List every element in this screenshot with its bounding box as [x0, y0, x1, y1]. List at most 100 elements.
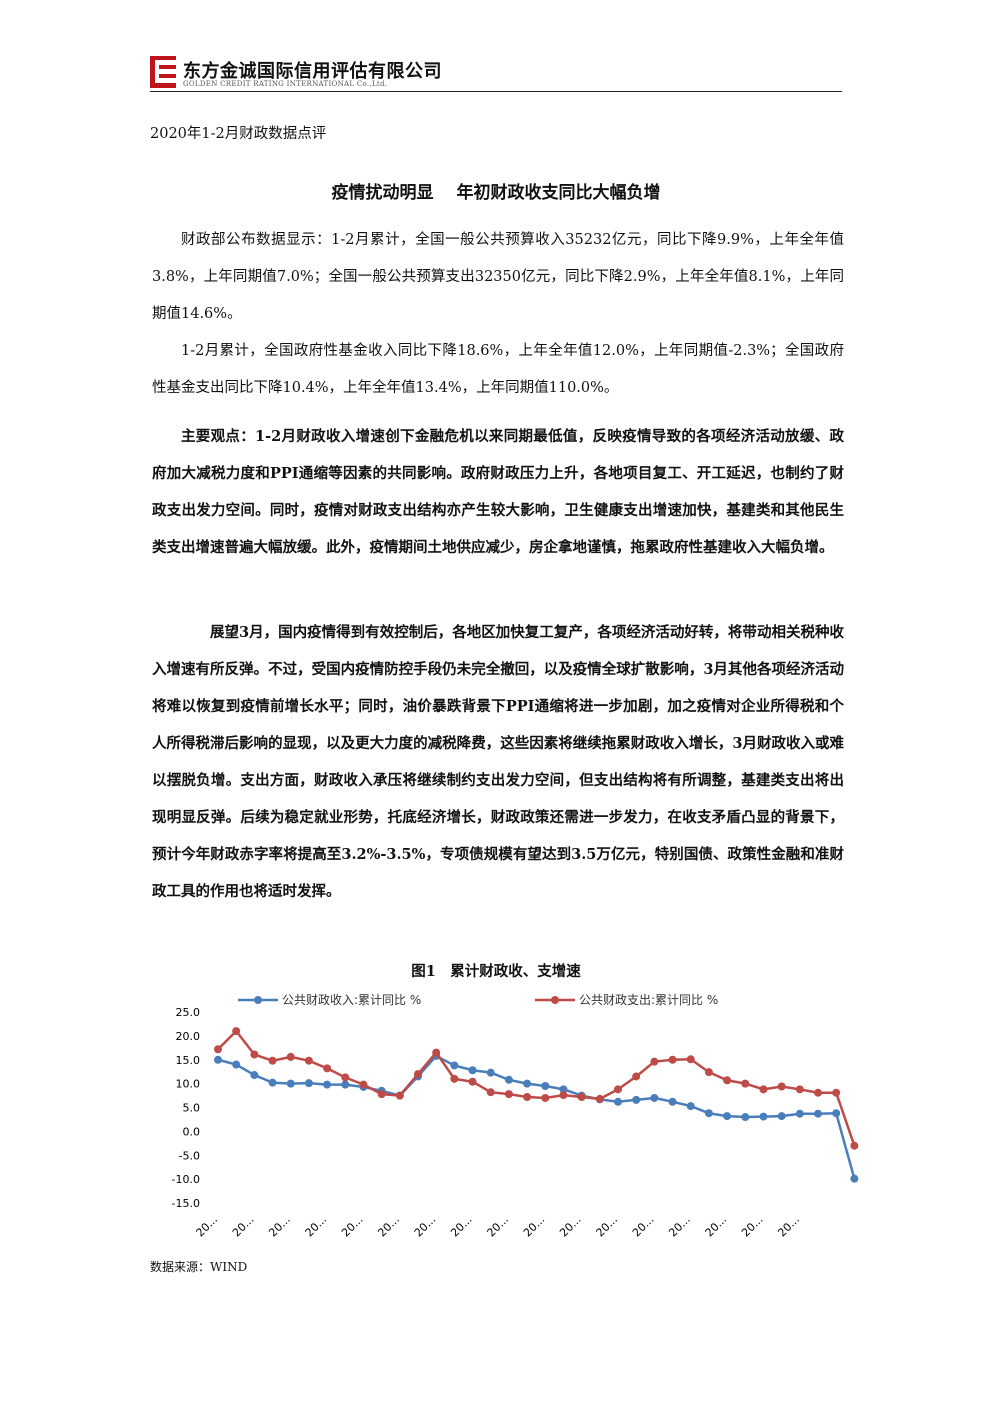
- data-point: [486, 1068, 495, 1077]
- data-point: [614, 1085, 622, 1094]
- paragraph: 展望3月，国内疫情得到有效控制后，各地区加快复工复产，各项经济活动好转，将带动相…: [152, 624, 844, 900]
- data-point: [450, 1074, 459, 1083]
- doc-title: 疫情扰动明显 年初财政收支同比大幅负增: [331, 183, 661, 203]
- data-point: [523, 1079, 532, 1088]
- x-tick-label: 20...: [739, 1213, 766, 1240]
- x-tick-label: 20...: [266, 1213, 293, 1240]
- data-point: [595, 1094, 604, 1103]
- data-point: [777, 1082, 786, 1091]
- data-point: [468, 1066, 477, 1075]
- x-tick-label: 20...: [703, 1213, 730, 1240]
- data-point: [323, 1064, 332, 1073]
- data-point: [214, 1055, 222, 1064]
- y-tick-label: 20.0: [176, 1030, 201, 1043]
- legend-label: 公共财政支出:累计同比 %: [579, 993, 718, 1007]
- data-point: [250, 1050, 259, 1059]
- data-point: [795, 1109, 804, 1118]
- data-point: [814, 1088, 822, 1097]
- x-tick-label: 20...: [375, 1213, 402, 1240]
- data-point: [650, 1057, 659, 1066]
- data-point: [304, 1056, 313, 1065]
- data-point: [650, 1093, 659, 1102]
- data-point: [486, 1088, 495, 1097]
- data-point: [704, 1068, 713, 1077]
- chart-title: 图1 累计财政收、支增速: [411, 963, 581, 980]
- data-point: [559, 1091, 568, 1100]
- legend-label: 公共财政收入:累计同比 %: [282, 993, 421, 1007]
- data-point: [759, 1085, 768, 1094]
- source: 数据来源：WIND: [150, 1260, 248, 1274]
- data-point: [395, 1091, 404, 1100]
- data-point: [759, 1112, 768, 1121]
- data-point: [632, 1095, 641, 1104]
- data-point: [286, 1052, 295, 1061]
- x-tick-label: 20...: [194, 1213, 221, 1240]
- data-point: [686, 1055, 695, 1064]
- company: 东方金诚国际信用评估有限公司: [183, 61, 442, 82]
- doc-label: 2020年1-2月财政数据点评: [150, 126, 327, 142]
- y-tick-label: 0.0: [183, 1125, 201, 1138]
- x-tick-label: 20...: [339, 1213, 366, 1240]
- data-point: [468, 1077, 477, 1086]
- data-point: [614, 1097, 622, 1106]
- x-tick-label: 20...: [485, 1213, 512, 1240]
- data-point: [741, 1079, 750, 1088]
- paragraph: 财政部公布数据显示：1-2月累计，全国一般公共预算收入35232亿元，同比下降9…: [152, 232, 844, 322]
- x-tick-label: 20...: [775, 1213, 802, 1240]
- data-point: [286, 1079, 295, 1088]
- data-point: [523, 1092, 532, 1101]
- paragraph: 主要观点：1-2月财政收入增速创下金融危机以来同期最低值，反映疫情导致的各项经济…: [152, 428, 844, 556]
- data-point: [741, 1113, 750, 1122]
- chart: 25.0 20.0 15.0 10.0 5.0 0.0 -5.0 -10.0 -15.0 20..…: [172, 993, 859, 1240]
- data-point: [232, 1027, 241, 1036]
- data-point: [232, 1060, 241, 1069]
- series-line: [217, 1054, 856, 1179]
- data-point: [450, 1061, 459, 1070]
- header-rule: [150, 91, 842, 92]
- data-point: [577, 1092, 586, 1101]
- data-point: [832, 1109, 841, 1118]
- company-en: GOLDEN CREDIT RATING INTERNATIONAL Co.,L…: [183, 80, 388, 88]
- series-line: [217, 1029, 856, 1147]
- legend-marker: [254, 996, 262, 1004]
- data-point: [359, 1080, 368, 1089]
- data-point: [341, 1073, 350, 1082]
- y-tick-label: -5.0: [179, 1149, 200, 1162]
- data-point: [414, 1070, 422, 1079]
- data-point: [668, 1097, 677, 1106]
- data-point: [304, 1079, 313, 1088]
- data-point: [250, 1071, 259, 1080]
- data-point: [777, 1112, 786, 1121]
- y-tick-label: -10.0: [172, 1173, 200, 1186]
- data-point: [504, 1075, 513, 1084]
- x-tick-label: 20...: [448, 1213, 475, 1240]
- x-tick-label: 20...: [521, 1213, 548, 1240]
- x-tick-label: 20...: [557, 1213, 584, 1240]
- x-tick-label: 20...: [412, 1213, 439, 1240]
- y-tick-label: -15.0: [172, 1197, 200, 1210]
- y-tick-label: 5.0: [183, 1102, 201, 1115]
- data-point: [850, 1174, 859, 1183]
- data-point: [341, 1080, 350, 1089]
- data-point: [541, 1082, 550, 1091]
- data-point: [541, 1093, 550, 1102]
- data-point: [377, 1090, 386, 1099]
- data-point: [668, 1055, 677, 1064]
- data-point: [686, 1102, 695, 1111]
- data-point: [704, 1109, 713, 1118]
- data-point: [432, 1048, 441, 1057]
- data-point: [723, 1112, 732, 1121]
- data-point: [268, 1056, 277, 1065]
- logo: [150, 56, 176, 88]
- data-point: [504, 1090, 513, 1099]
- x-tick-label: 20...: [230, 1213, 257, 1240]
- x-tick-label: 20...: [303, 1213, 330, 1240]
- data-point: [850, 1141, 859, 1150]
- y-tick-label: 25.0: [176, 1006, 201, 1019]
- paragraph: 1-2月累计，全国政府性基金收入同比下降18.6%，上年全年值12.0%，上年同…: [152, 343, 844, 396]
- data-point: [323, 1080, 332, 1089]
- y-tick-label: 15.0: [176, 1054, 201, 1067]
- data-point: [559, 1085, 568, 1094]
- data-point: [632, 1072, 641, 1081]
- data-point: [268, 1078, 277, 1087]
